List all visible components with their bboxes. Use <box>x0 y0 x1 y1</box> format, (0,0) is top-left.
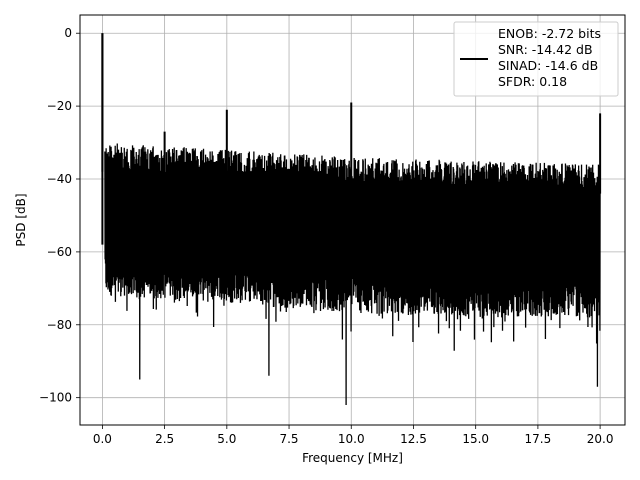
psd-trace <box>104 143 601 405</box>
psd-series <box>101 33 602 405</box>
x-tick-label: 12.5 <box>400 432 427 446</box>
x-tick-label: 7.5 <box>279 432 298 446</box>
x-tick-label: 15.0 <box>462 432 489 446</box>
legend-entry-sinad: SINAD: -14.6 dB <box>498 58 598 73</box>
legend-entry-enob: ENOB: -2.72 bits <box>498 26 601 41</box>
plot-frame <box>79 14 626 426</box>
y-tick-label: −60 <box>47 245 72 259</box>
x-tick-label: 5.0 <box>217 432 236 446</box>
x-tick-label: 17.5 <box>525 432 552 446</box>
y-tick-label: −100 <box>39 391 72 405</box>
y-axis: 0 −20 −40 −60 −80 −100 <box>39 26 80 405</box>
y-tick-label: −80 <box>47 318 72 332</box>
x-axis-label: Frequency [MHz] <box>302 451 403 465</box>
x-tick-label: 20.0 <box>587 432 614 446</box>
legend: ENOB: -2.72 bits SNR: -14.42 dB SINAD: -… <box>453 21 619 97</box>
y-tick-label: −20 <box>47 99 72 113</box>
y-axis-label: PSD [dB] <box>14 193 28 246</box>
x-axis: 0.0 2.5 5.0 7.5 10.0 12.5 15.0 17.5 20.0 <box>93 425 614 446</box>
legend-entry-snr: SNR: -14.42 dB <box>498 42 593 57</box>
y-tick-label: 0 <box>64 26 72 40</box>
legend-box <box>453 21 619 97</box>
x-tick-label: 2.5 <box>155 432 174 446</box>
x-tick-label: 0.0 <box>93 432 112 446</box>
x-tick-label: 10.0 <box>338 432 365 446</box>
legend-entry-sfdr: SFDR: 0.18 <box>498 74 567 89</box>
plot-area <box>101 33 602 405</box>
y-tick-label: −40 <box>47 172 72 186</box>
